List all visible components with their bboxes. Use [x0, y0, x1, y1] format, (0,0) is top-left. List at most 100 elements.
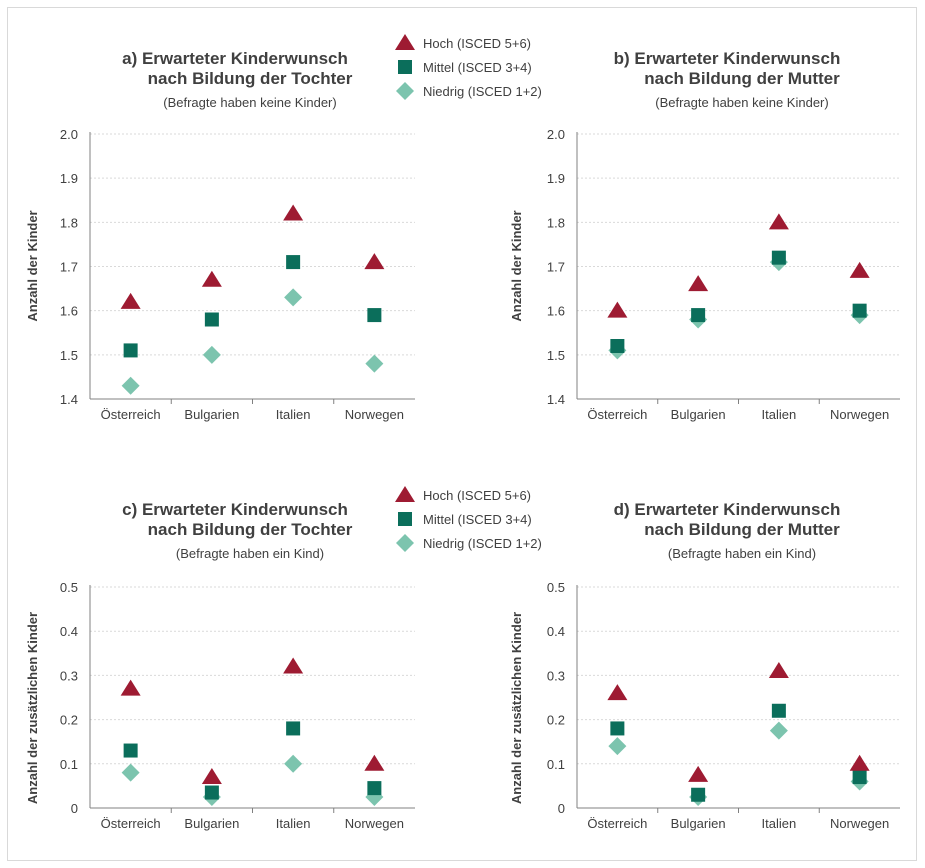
x-tick-label: Norwegen [830, 407, 889, 422]
data-point-triangle [849, 261, 870, 278]
x-tick-label: Österreich [101, 407, 161, 422]
chart-title-line2: nach Bildung der Mutter [644, 69, 840, 88]
legend-label: Hoch (ISCED 5+6) [423, 488, 531, 503]
data-point-triangle [849, 754, 870, 771]
data-point-triangle [283, 204, 304, 221]
data-point-square [691, 308, 706, 323]
data-point-triangle [607, 301, 628, 318]
y-tick-label: 0.2 [60, 713, 78, 728]
legend: Hoch (ISCED 5+6) Mittel (ISCED 3+4) Niedri… [395, 34, 542, 100]
data-point-triangle [607, 684, 628, 701]
legend-label: Mittel (ISCED 3+4) [423, 60, 532, 75]
x-tick-label: Italien [276, 816, 311, 831]
data-point-triangle [364, 754, 385, 771]
legend-marker-diamond [396, 82, 414, 100]
y-tick-label: 1.5 [60, 348, 78, 363]
x-tick-label: Bulgarien [671, 407, 726, 422]
x-tick-label: Italien [762, 407, 797, 422]
y-tick-label: 0 [71, 801, 78, 816]
data-point-triangle [201, 768, 222, 785]
legend-marker-diamond [396, 534, 414, 552]
data-point-square [286, 721, 301, 736]
legend-label: Niedrig (ISCED 1+2) [423, 536, 542, 551]
y-tick-label: 1.7 [547, 260, 565, 275]
y-tick-label: 0.1 [547, 757, 565, 772]
data-point-square [123, 343, 138, 358]
data-point-square [610, 339, 625, 353]
data-point-triangle [283, 657, 304, 674]
y-tick-label: 1.5 [547, 348, 565, 363]
x-tick-label: Norwegen [830, 816, 889, 831]
chart-title-line2: nach Bildung der Mutter [644, 520, 840, 539]
data-point-square [691, 787, 706, 802]
y-tick-label: 1.8 [60, 215, 78, 230]
y-tick-label: 1.9 [547, 171, 565, 186]
data-point-square [286, 255, 301, 270]
y-tick-label: 1.9 [60, 171, 78, 186]
y-tick-label: 0.4 [547, 624, 565, 639]
x-tick-label: Bulgarien [184, 407, 239, 422]
y-tick-label: 1.6 [60, 304, 78, 319]
data-point-triangle [201, 270, 222, 287]
figure-frame [7, 7, 917, 861]
y-tick-label: 1.4 [547, 392, 565, 407]
x-tick-label: Italien [276, 407, 311, 422]
data-point-diamond [202, 345, 221, 364]
data-point-triangle [688, 275, 709, 292]
data-point-diamond [769, 721, 788, 740]
legend-label: Niedrig (ISCED 1+2) [423, 84, 542, 99]
chart-subtitle: (Befragte haben keine Kinder) [163, 95, 336, 110]
data-point-square [852, 770, 867, 785]
x-tick-label: Italien [762, 816, 797, 831]
x-tick-label: Bulgarien [671, 816, 726, 831]
legend: Hoch (ISCED 5+6) Mittel (ISCED 3+4) Niedri… [395, 486, 542, 552]
y-tick-label: 0 [558, 801, 565, 816]
legend-marker-triangle [395, 486, 415, 502]
y-tick-label: 0.4 [60, 624, 78, 639]
y-tick-label: 0.3 [547, 668, 565, 683]
data-point-triangle [688, 765, 709, 782]
data-point-square [204, 312, 219, 327]
data-point-square [771, 250, 786, 265]
legend-marker-triangle [395, 34, 415, 50]
data-point-square [610, 721, 625, 736]
chart-subtitle: (Befragte haben keine Kinder) [655, 95, 828, 110]
y-tick-label: 0.5 [60, 580, 78, 595]
legend-marker-square [398, 60, 412, 74]
chart-subtitle: (Befragte haben ein Kind) [668, 546, 816, 561]
x-tick-label: Österreich [587, 816, 647, 831]
data-point-triangle [120, 679, 141, 696]
y-axis-label: Anzahl der Kinder [509, 210, 524, 321]
data-point-square [771, 703, 786, 718]
y-tick-label: 0.5 [547, 580, 565, 595]
chart-title-line2: nach Bildung der Tochter [148, 520, 353, 539]
data-point-triangle [768, 661, 789, 678]
chart-title-line1: c) Erwarteter Kinderwunsch [122, 500, 348, 519]
y-tick-label: 2.0 [60, 127, 78, 142]
y-axis-label: Anzahl der zusätzlichen Kinder [509, 612, 524, 804]
x-tick-label: Norwegen [345, 407, 404, 422]
chart-title-line1: d) Erwarteter Kinderwunsch [614, 500, 841, 519]
y-axis-label: Anzahl der zusätzlichen Kinder [25, 612, 40, 804]
data-point-square [204, 785, 219, 800]
x-tick-label: Österreich [587, 407, 647, 422]
data-point-triangle [120, 292, 141, 309]
y-tick-label: 2.0 [547, 127, 565, 142]
data-point-square [367, 781, 382, 796]
y-tick-label: 0.3 [60, 668, 78, 683]
chart-title-line1: a) Erwarteter Kinderwunsch [122, 49, 348, 68]
data-point-diamond [284, 754, 303, 773]
y-tick-label: 1.8 [547, 215, 565, 230]
data-point-triangle [364, 253, 385, 270]
x-tick-label: Norwegen [345, 816, 404, 831]
x-tick-label: Bulgarien [184, 816, 239, 831]
data-point-square [852, 303, 867, 318]
legend-marker-square [398, 512, 412, 526]
data-point-diamond [284, 288, 303, 307]
data-point-diamond [121, 376, 140, 395]
data-point-diamond [608, 737, 627, 756]
